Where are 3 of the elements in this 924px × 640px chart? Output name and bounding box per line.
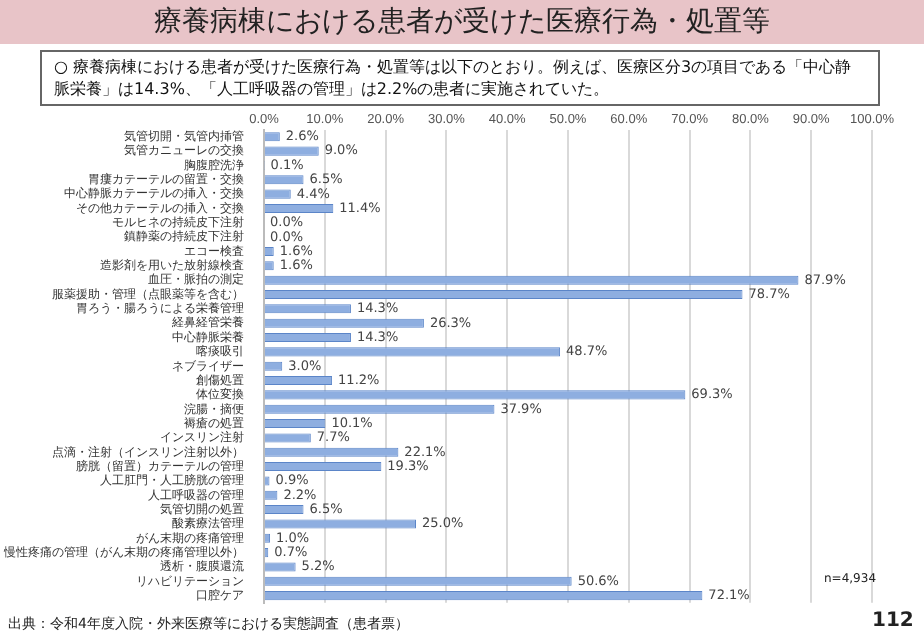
text: 112 <box>872 610 914 632</box>
chart-title: 療養病棟における患者が受けた医療行為・処置等 <box>0 0 924 44</box>
chart-subtitle: ○ 療養病棟における患者が受けた医療行為・処置等は以下のとおり。例えば、医療区分3の項目である「中心静脈栄養」は14.3%、「人工呼吸器の管理」は2.2%の患者に実施されていた。 <box>40 50 880 106</box>
